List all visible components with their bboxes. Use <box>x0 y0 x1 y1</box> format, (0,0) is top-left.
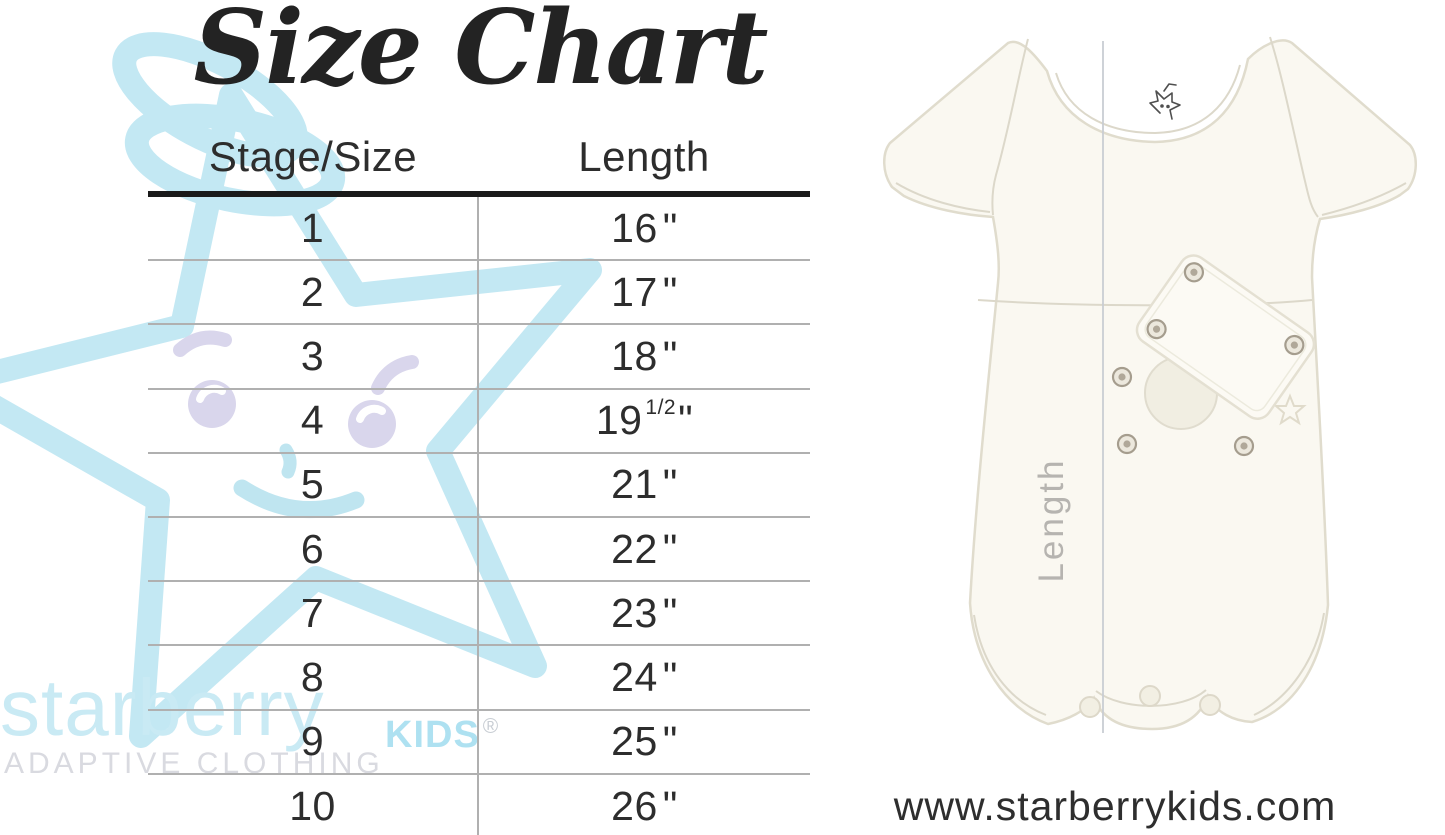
stage-cell: 1 <box>300 204 325 251</box>
stage-cell: 7 <box>300 589 325 636</box>
length-value: 19 <box>595 397 643 444</box>
page-title: Size Chart <box>193 0 768 108</box>
length-cell: 18 " <box>479 325 810 387</box>
crotch-snaps <box>1079 685 1221 718</box>
neck-logo-star-icon <box>1149 83 1181 120</box>
length-cell: 16 " <box>479 197 810 259</box>
stage-cell: 3 <box>300 332 325 379</box>
length-cell: 23 " <box>479 582 810 644</box>
website-url-text: www.starberrykids.com <box>893 783 1337 829</box>
stage-cell: 9 <box>300 718 325 765</box>
table-row: 10 26 " <box>148 775 810 835</box>
length-unit: " <box>662 332 678 379</box>
length-value: 25 <box>611 718 658 765</box>
registered-mark: ® <box>482 715 500 738</box>
length-unit: " <box>662 461 678 508</box>
length-axis-label: Length <box>1032 457 1071 583</box>
stage-cell: 5 <box>300 461 325 508</box>
stage-cell: 4 <box>300 397 325 444</box>
length-unit: " <box>662 718 678 765</box>
length-cell: 24 " <box>479 646 810 708</box>
length-value: 26 <box>611 783 658 830</box>
length-cell: 19 1/2 " <box>479 390 810 452</box>
length-unit: " <box>662 268 678 315</box>
length-unit: " <box>662 653 678 700</box>
table-row: 8 24 " <box>148 646 810 711</box>
length-unit: " <box>678 397 694 444</box>
length-unit: " <box>662 525 678 572</box>
table-row: 3 18 " <box>148 325 810 390</box>
size-table: 1 16 " 2 17 " 3 18 " 4 19 1/2 " 5 21 " 6 22 " 7… <box>148 197 810 835</box>
length-unit: " <box>662 204 678 251</box>
length-value: 21 <box>611 461 658 508</box>
stage-cell: 2 <box>300 268 325 315</box>
length-value: 18 <box>611 332 658 379</box>
length-cell: 17 " <box>479 261 810 323</box>
length-unit: " <box>662 783 678 830</box>
embroidered-star-icon <box>1273 393 1307 426</box>
snap-buttons <box>1111 366 1255 457</box>
length-cell: 22 " <box>479 518 810 580</box>
table-row: 7 23 " <box>148 582 810 647</box>
table-row: 9 25 " <box>148 711 810 775</box>
snap-flap <box>1135 254 1316 420</box>
column-header-length: Length <box>578 133 710 180</box>
length-value: 23 <box>611 589 658 636</box>
length-unit: " <box>662 589 678 636</box>
length-value: 16 <box>611 204 658 251</box>
length-fraction: 1/2 <box>645 395 677 419</box>
length-value: 22 <box>611 525 658 572</box>
table-row: 4 19 1/2 " <box>148 390 810 454</box>
column-header-stage-size: Stage/Size <box>208 133 418 180</box>
length-value: 24 <box>611 653 658 700</box>
column-divider <box>477 197 479 835</box>
header-rule <box>148 191 810 197</box>
table-row: 5 21 " <box>148 454 810 518</box>
length-value: 17 <box>611 268 658 315</box>
stage-cell: 8 <box>300 653 325 700</box>
kids-label: KIDS <box>385 714 480 756</box>
table-row: 2 17 " <box>148 261 810 326</box>
stage-cell: 10 <box>289 783 336 830</box>
watermark-brand-text: starberry <box>0 663 325 752</box>
stage-cell: 6 <box>300 525 325 572</box>
table-row: 6 22 " <box>148 518 810 583</box>
onesie-product-photo <box>883 36 1417 733</box>
length-cell: 25 " <box>479 711 810 773</box>
length-cell: 21 " <box>479 454 810 516</box>
table-row: 1 16 " <box>148 197 810 262</box>
watermark-kids-text: KIDS ® <box>385 714 499 757</box>
length-cell: 26 " <box>479 775 810 835</box>
